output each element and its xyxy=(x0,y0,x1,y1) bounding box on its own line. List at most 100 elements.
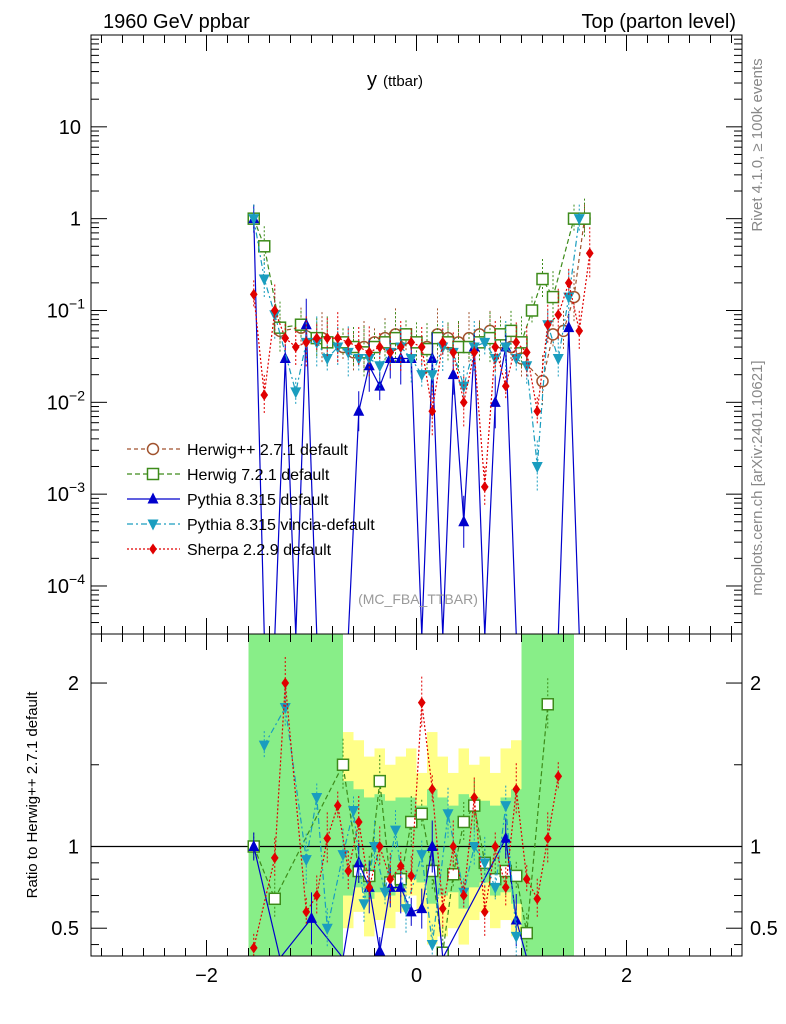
legend-item-4: Sherpa 2.2.9 default xyxy=(127,542,332,559)
legend-item-3: Pythia 8.315 vincia-default xyxy=(127,517,375,534)
main-point-2-10 xyxy=(353,404,365,416)
main-point-4-26 xyxy=(522,346,531,358)
x-tick-label: 2 xyxy=(621,965,632,987)
legend-marker xyxy=(147,492,159,504)
main-ytick-label-base: 1 xyxy=(70,209,81,231)
main-point-1-24 xyxy=(525,304,539,317)
legend-marker xyxy=(146,442,160,456)
ratio-point-3-12 xyxy=(396,860,405,872)
ratio-point-1-13 xyxy=(500,831,512,843)
ratio-point-3-13 xyxy=(407,870,416,882)
ratio-point-3-24 xyxy=(522,873,531,885)
main-point-4-31 xyxy=(575,325,584,337)
main-point-3-19 xyxy=(458,381,470,393)
ratio-point-1-0 xyxy=(248,839,260,851)
header-right: Top (parton level) xyxy=(581,11,736,33)
main-point-4-16 xyxy=(417,341,426,353)
main-series-4 xyxy=(249,227,594,507)
ratio-series-line-3 xyxy=(253,682,559,948)
ratio-point-2-6 xyxy=(348,806,359,818)
main-point-4-6 xyxy=(312,332,321,344)
header-left: 1960 GeV ppbar xyxy=(103,11,250,33)
main-ytick-label: 10−1 xyxy=(47,295,85,322)
ratio-point-2-17 xyxy=(479,858,491,870)
main-series-1 xyxy=(247,198,591,379)
ratio-series-3 xyxy=(249,657,563,956)
ratio-panel: 0.5 0.5 1 1 2 2 −2 0 2 Ratio to Herwig++ 2.7.1 d… xyxy=(24,633,778,987)
main-point-3-21 xyxy=(479,337,491,349)
ratio-point-2-20 xyxy=(510,931,522,943)
main-point-4-5 xyxy=(302,336,311,348)
main-ytick-label: 1 xyxy=(70,209,81,231)
main-series-line-4 xyxy=(253,253,591,487)
ratio-point-3-22 xyxy=(501,881,510,893)
ratio-point-3-3 xyxy=(302,906,311,918)
ratio-point-3-10 xyxy=(375,840,384,852)
x-tick-label: 0 xyxy=(411,965,422,987)
ratio-point-0-19 xyxy=(520,926,533,940)
ratio-point-2-1 xyxy=(279,703,291,715)
ratio-point-0-20 xyxy=(541,698,554,711)
ratio-point-3-4 xyxy=(312,890,321,902)
ratio-point-0-5 xyxy=(373,774,386,788)
ratio-band-green xyxy=(269,634,280,956)
legend-item-1: Herwig 7.2.1 default xyxy=(127,467,330,484)
ratio-plot-data xyxy=(247,657,563,956)
ratio-point-3-7 xyxy=(344,865,353,877)
watermark: (MC_FBA_TTBAR) xyxy=(358,591,478,607)
main-ytick-label: 10−2 xyxy=(47,387,85,414)
legend-label: Herwig 7.2.1 default xyxy=(187,467,330,484)
ratio-point-1-10 xyxy=(416,902,428,914)
main-ytick-label-base: 10 xyxy=(59,117,81,139)
main-point-2-19 xyxy=(447,368,459,380)
ratio-band-green xyxy=(332,634,343,956)
legend-marker xyxy=(147,519,159,531)
main-ytick-label-base: 10 xyxy=(47,300,69,322)
ratio-ytick-label: 1 xyxy=(68,836,79,858)
main-point-3-1 xyxy=(258,274,270,286)
main-ytick-label-exp: −4 xyxy=(69,571,85,587)
main-point-3-6 xyxy=(321,354,333,366)
ratio-point-0-9 xyxy=(415,807,428,821)
ratio-point-2-3 xyxy=(311,792,323,804)
x-tick-label: −2 xyxy=(195,965,218,987)
ratio-point-2-0 xyxy=(258,740,270,752)
ratio-point-3-21 xyxy=(491,840,500,852)
legend-label: Herwig++ 2.7.1 default xyxy=(187,442,349,459)
ratio-point-1-2 xyxy=(306,911,317,923)
main-point-4-12 xyxy=(375,341,384,353)
main-point-4-17 xyxy=(428,405,437,417)
main-point-1-11 xyxy=(389,331,402,345)
legend-marker xyxy=(149,543,157,555)
ratio-ylabel: Ratio to Herwig++ 2.7.1 default xyxy=(24,691,41,899)
main-plot-data xyxy=(247,198,594,634)
ratio-point-1-11 xyxy=(426,839,438,851)
ratio-band-green xyxy=(385,800,396,896)
ratio-point-2-7 xyxy=(358,899,370,911)
ratio-band-green xyxy=(248,634,259,956)
ratio-band-green xyxy=(563,634,574,956)
main-point-4-23 xyxy=(491,341,500,353)
ratio-axes: 0.5 0.5 1 1 2 2 −2 0 2 xyxy=(51,634,778,987)
ratio-point-3-1 xyxy=(270,852,279,864)
main-point-4-27 xyxy=(533,405,542,417)
legend-item-2: Pythia 8.315 default xyxy=(127,492,329,509)
ratio-point-3-26 xyxy=(543,832,552,844)
ratio-point-2-18 xyxy=(489,882,501,894)
main-point-1-1 xyxy=(258,240,271,253)
ratio-point-3-23 xyxy=(512,783,521,795)
ratio-point-1-6 xyxy=(374,944,386,956)
ratio-point-3-17 xyxy=(449,840,458,852)
main-point-3-3 xyxy=(290,387,302,399)
main-point-2-20 xyxy=(458,515,470,527)
main-point-3-7 xyxy=(332,342,344,354)
ratio-point-2-12 xyxy=(416,850,428,862)
main-point-4-22 xyxy=(480,481,489,493)
main-point-4-11 xyxy=(365,346,374,358)
main-point-4-9 xyxy=(344,336,353,348)
main-plot-title-main: y xyxy=(367,69,377,91)
main-point-4-13 xyxy=(386,346,395,358)
ratio-point-3-8 xyxy=(354,816,363,828)
ratio-point-3-27 xyxy=(554,770,563,782)
